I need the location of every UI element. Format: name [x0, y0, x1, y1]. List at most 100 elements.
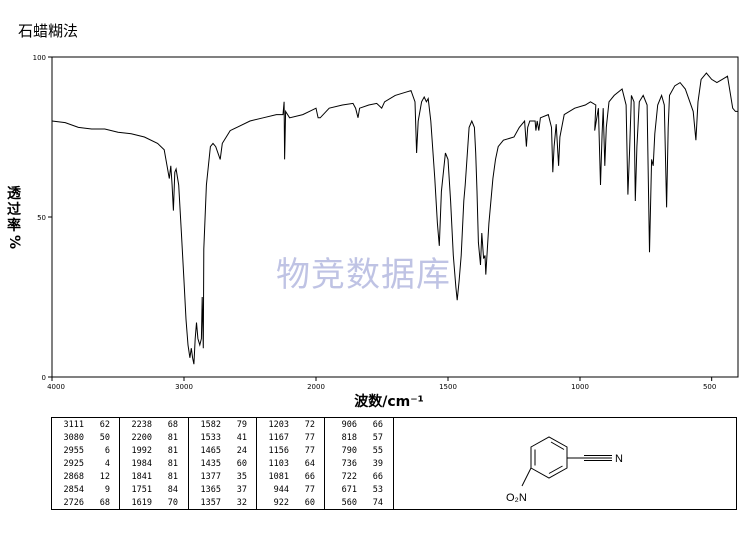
peak-wavenumber: 1103 — [268, 459, 289, 469]
peak-wavenumber: 906 — [341, 420, 357, 430]
peak-wavenumber: 2200 — [131, 433, 152, 443]
peak-transmittance: 57 — [372, 433, 383, 443]
peak-wavenumber: 818 — [341, 433, 357, 443]
peak-wavenumber: 722 — [341, 472, 357, 482]
peak-row: 818 57 — [325, 432, 395, 445]
peak-table-column: 2238 68 2200 81 1992 81 1984 81 1841 81 1751 84 1619… — [120, 418, 189, 509]
peak-row: 1465 24 — [189, 445, 256, 458]
peak-row: 560 74 — [325, 497, 395, 510]
x-axis-ticks: 4000 3000 2000 1500 1000 500 — [47, 377, 716, 391]
peak-row: 1533 41 — [189, 432, 256, 445]
x-tick-label: 1500 — [439, 383, 457, 391]
y-label-char: 透 — [7, 186, 21, 202]
peak-wavenumber: 1619 — [131, 498, 152, 508]
peak-wavenumber: 1751 — [131, 485, 152, 495]
peak-row: 3111 62 — [52, 419, 119, 432]
peak-transmittance: 24 — [236, 446, 247, 456]
peak-wavenumber: 736 — [341, 459, 357, 469]
peak-transmittance: 53 — [372, 485, 383, 495]
peak-row: 1377 35 — [189, 471, 256, 484]
peak-transmittance: 66 — [372, 472, 383, 482]
peak-row: 944 77 — [257, 484, 324, 497]
peak-row: 1841 81 — [120, 471, 188, 484]
peak-row: 736 39 — [325, 458, 395, 471]
peak-transmittance: 77 — [304, 446, 315, 456]
peak-row: 1203 72 — [257, 419, 324, 432]
peak-transmittance: 66 — [372, 420, 383, 430]
peak-transmittance: 66 — [304, 472, 315, 482]
peak-row: 1992 81 — [120, 445, 188, 458]
peak-row: 1582 79 — [189, 419, 256, 432]
peak-wavenumber: 1984 — [131, 459, 152, 469]
peak-transmittance: 84 — [167, 485, 178, 495]
y-label-char: 率 — [7, 218, 21, 234]
x-tick-label: 1000 — [571, 383, 589, 391]
peak-wavenumber: 2925 — [63, 459, 84, 469]
peak-transmittance: 72 — [304, 420, 315, 430]
peak-wavenumber: 2238 — [131, 420, 152, 430]
peak-row: 906 66 — [325, 419, 395, 432]
peak-row: 1435 60 — [189, 458, 256, 471]
y-axis-label: 透过率% — [4, 186, 24, 250]
peak-transmittance: 39 — [372, 459, 383, 469]
y-axis-ticks: 100 50 0 — [33, 54, 52, 382]
peak-transmittance: 35 — [236, 472, 247, 482]
peak-row: 1751 84 — [120, 484, 188, 497]
peak-row: 2955 6 — [52, 445, 119, 458]
peak-wavenumber: 1081 — [268, 472, 289, 482]
peak-row: 922 60 — [257, 497, 324, 510]
nitrile-bond — [567, 455, 612, 461]
peak-row: 1619 70 — [120, 497, 188, 510]
peak-transmittance: 68 — [99, 498, 110, 508]
peak-wavenumber: 944 — [273, 485, 289, 495]
peak-wavenumber: 560 — [341, 498, 357, 508]
peak-wavenumber: 1357 — [200, 498, 221, 508]
peak-transmittance: 70 — [167, 498, 178, 508]
peak-wavenumber: 1435 — [200, 459, 221, 469]
peak-row: 1984 81 — [120, 458, 188, 471]
peak-wavenumber: 671 — [341, 485, 357, 495]
method-title: 石蜡糊法 — [18, 22, 79, 40]
peak-transmittance: 79 — [236, 420, 247, 430]
y-label-char: % — [6, 234, 22, 250]
peak-wavenumber: 3080 — [63, 433, 84, 443]
peak-wavenumber: 1992 — [131, 446, 152, 456]
peak-wavenumber: 1465 — [200, 446, 221, 456]
peak-row: 1103 64 — [257, 458, 324, 471]
peak-transmittance: 60 — [236, 459, 247, 469]
nitrile-n-label: N — [615, 453, 623, 465]
peak-transmittance: 9 — [104, 485, 110, 495]
peak-transmittance: 37 — [236, 485, 247, 495]
peak-wavenumber: 1377 — [200, 472, 221, 482]
peak-row: 3080 50 — [52, 432, 119, 445]
structure-drawing: N O₂N — [506, 436, 623, 504]
watermark: 物竞数据库 — [276, 255, 451, 295]
peak-wavenumber: 790 — [341, 446, 357, 456]
peak-row: 790 55 — [325, 445, 395, 458]
peak-transmittance: 32 — [236, 498, 247, 508]
peak-table-column: 1203 72 1167 77 1156 77 1103 64 1081 66 944 77 922 60 — [257, 418, 325, 509]
peak-wavenumber: 3111 — [63, 420, 84, 430]
peak-row: 2200 81 — [120, 432, 188, 445]
peak-row: 1156 77 — [257, 445, 324, 458]
peak-table-column: 906 66 818 57 790 55 736 39 722 66 671 53 560 74 — [325, 418, 395, 509]
peak-transmittance: 64 — [304, 459, 315, 469]
peak-transmittance: 81 — [167, 472, 178, 482]
peak-transmittance: 81 — [167, 433, 178, 443]
peak-row: 2238 68 — [120, 419, 188, 432]
peak-table-column: 3111 62 3080 50 2955 6 2925 4 2868 12 2854 9 2726 68 — [52, 418, 120, 509]
peak-transmittance: 4 — [104, 459, 110, 469]
peak-transmittance: 60 — [304, 498, 315, 508]
peak-row: 1365 37 — [189, 484, 256, 497]
plot-area — [51, 56, 739, 378]
peak-wavenumber: 1365 — [200, 485, 221, 495]
nitro-group-label: O₂N — [506, 492, 527, 504]
x-tick-label: 2000 — [307, 383, 325, 391]
peak-row: 2726 68 — [52, 497, 119, 510]
peak-wavenumber: 1156 — [268, 446, 289, 456]
peak-row: 2868 12 — [52, 471, 119, 484]
peak-transmittance: 50 — [99, 433, 110, 443]
y-tick-label: 50 — [37, 214, 46, 222]
peak-transmittance: 74 — [372, 498, 383, 508]
peak-wavenumber: 1167 — [268, 433, 289, 443]
